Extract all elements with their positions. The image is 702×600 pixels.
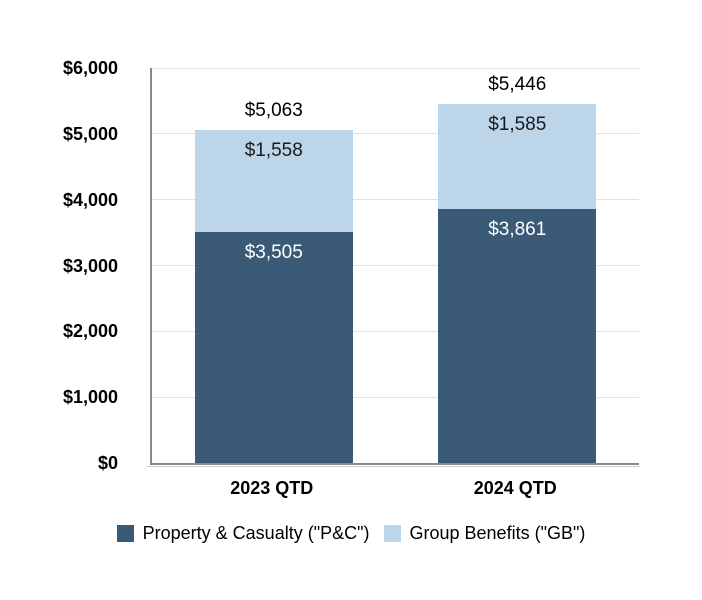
x-tick-label-2024-qtd: 2024 QTD bbox=[473, 478, 557, 498]
bar-segment: $1,585 bbox=[438, 104, 597, 209]
y-tick-label-6000: $6,000 bbox=[62, 58, 118, 78]
segment-value-label: $1,585 bbox=[488, 114, 547, 136]
segment-value-label: $3,505 bbox=[244, 242, 303, 264]
gridline-5000 bbox=[152, 133, 639, 135]
bar-segment: $1,558 bbox=[194, 129, 353, 233]
legend-label: Group Benefits ("GB") bbox=[409, 523, 586, 543]
total-value-label: $5,063 bbox=[244, 99, 303, 121]
gridline-3000 bbox=[152, 265, 639, 266]
gridline-4000 bbox=[152, 199, 639, 201]
bar-2024-qtd: $1,585 $3,861 bbox=[438, 104, 597, 463]
y-tick-label-2000: $2,000 bbox=[62, 321, 118, 342]
y-tick-label-4000: $4,000 bbox=[62, 189, 118, 210]
chart-legend: Property & Casualty ("P&C") Group Benefit… bbox=[0, 523, 702, 544]
gridline-2000 bbox=[152, 330, 639, 332]
legend-swatch bbox=[383, 525, 401, 542]
legend-item: Property & Casualty ("P&C") bbox=[116, 523, 370, 544]
y-tick-label-5000: $5,000 bbox=[62, 123, 118, 144]
legend-label: Property & Casualty ("P&C") bbox=[142, 523, 370, 543]
bar-segment: $3,505 bbox=[194, 232, 353, 463]
gridline-1000 bbox=[152, 396, 639, 398]
legend-item: Group Benefits ("GB") bbox=[383, 523, 586, 544]
x-tick-label-2023-qtd: 2023 QTD bbox=[230, 478, 314, 498]
bar-2023-qtd: $1,558 $3,505 bbox=[194, 129, 353, 463]
x-axis-line-shadow bbox=[147, 466, 640, 467]
y-tick-label-0: $0 bbox=[97, 453, 118, 473]
total-value-label: $5,446 bbox=[488, 74, 547, 96]
y-tick-label-1000: $1,000 bbox=[62, 387, 118, 408]
legend-swatch bbox=[116, 525, 134, 542]
gridline-6000 bbox=[152, 67, 639, 69]
y-tick-label-3000: $3,000 bbox=[62, 255, 118, 276]
bar-segment: $3,861 bbox=[438, 208, 597, 463]
segment-value-label: $3,861 bbox=[488, 218, 547, 240]
segment-value-label: $1,558 bbox=[244, 139, 303, 161]
plot-area: $1,558 $3,505 $5,063 $1,585 $3,861 $5,446 bbox=[150, 67, 639, 465]
